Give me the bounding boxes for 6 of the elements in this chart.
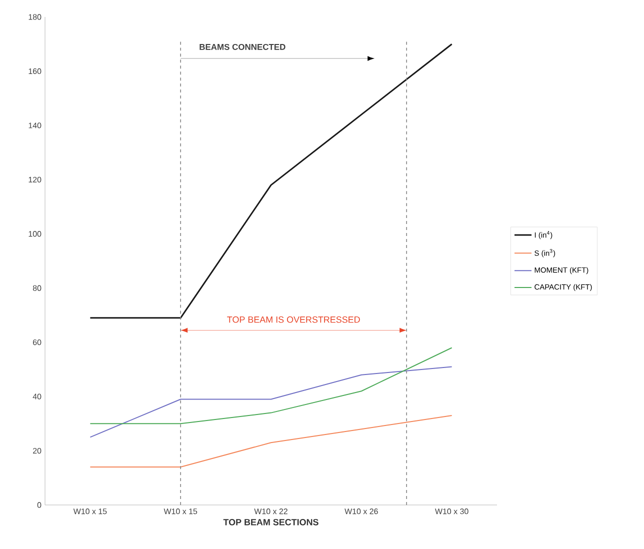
annotation: TOP BEAM IS OVERSTRESSED	[227, 316, 360, 323]
line-series	[90, 415, 452, 468]
x-axis-title: TOP BEAM SECTIONS	[223, 518, 318, 526]
line-series	[90, 347, 452, 424]
annotation: BEAMS CONNECTED	[200, 44, 286, 50]
line-series	[90, 366, 452, 438]
